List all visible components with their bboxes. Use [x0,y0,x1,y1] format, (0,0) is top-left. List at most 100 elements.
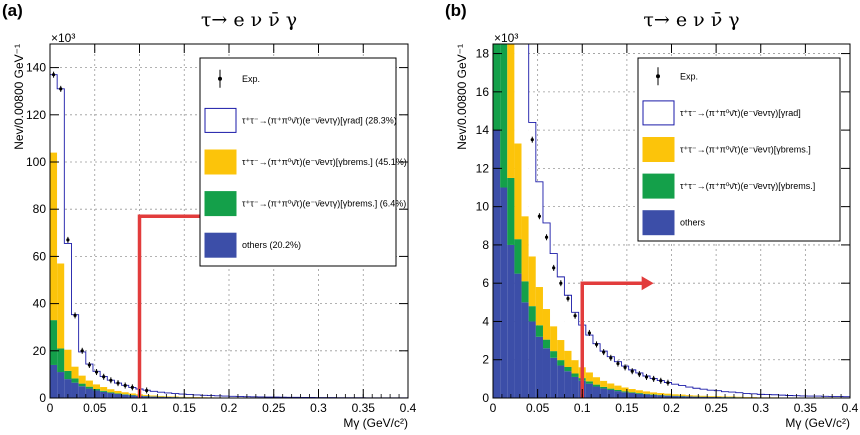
histogram-bar [592,386,601,398]
y-tick-label: 16 [476,85,490,99]
histogram-bar [642,393,651,395]
exp-point [594,341,599,348]
x-axis-label: Mγ (GeV/c²) [343,416,408,430]
histogram-bar [114,383,122,391]
histogram-bar [692,396,701,398]
panel-b: 0 0.05 0.1 0.15 0.2 0.25 0.3 0.35 0.4 0 2 4 6 8 10 12 14… [445,1,859,430]
exp-point [666,379,670,386]
histogram-bar [78,386,86,398]
histogram-bar [507,244,515,398]
legend-label: τ⁺τ⁻→(π⁺π⁰ν̄τ)(e⁻ν̄eντ)[γbrems.] [680,145,811,155]
y-tick-label: 140 [26,61,46,75]
histogram-bar [585,381,593,384]
histogram-bar [514,143,522,240]
histogram-bar [229,396,237,398]
histogram-bar [100,387,108,391]
histogram-bar [557,276,565,341]
histogram-bar [493,44,501,131]
histogram-bar [500,187,508,398]
histogram-bar [571,360,579,374]
y-tick-label: 8 [482,238,489,252]
histogram-bar [714,396,722,397]
histogram-bar [514,44,522,144]
y-multiplier: ×10³ [51,31,75,45]
histogram-bar [114,390,122,394]
histogram-bar [550,357,558,398]
x-tick-label: 0.15 [173,401,197,415]
histogram-bar [71,382,79,398]
panel-a: 0 0.05 0.1 0.15 0.2 0.25 0.3 0.35 0.4 0 20 40 60 80 10… [2,1,417,430]
x-tick-label: 0.2 [221,401,238,415]
histogram-bar [107,392,115,394]
histogram-bar [57,348,65,373]
histogram-bar [657,380,665,394]
y-tick-label: 20 [33,344,47,358]
histogram-bar [528,306,536,322]
exp-point [652,375,656,382]
histogram-bar [157,395,165,397]
exp-point [559,280,563,287]
histogram-bar [621,366,629,388]
exp-point [59,85,63,92]
histogram-bar [635,372,643,391]
histogram-bar [571,312,579,361]
x-tick-label: 0.1 [131,401,148,415]
y-tick-label: 0 [482,391,489,405]
histogram-bar [85,388,93,398]
histogram-bar [78,383,86,387]
histogram-bar [193,394,201,398]
x-tick-label: 0.4 [400,401,417,415]
legend-swatch [642,173,675,199]
histogram-bar [571,376,579,398]
histogram-bar [742,393,751,398]
histogram-bar [78,351,86,376]
histogram-bar [600,351,608,381]
histogram-bar [664,393,672,396]
legend-marker-dot [218,76,222,81]
histogram-bar [521,302,529,398]
histogram-bar [614,361,622,386]
legend-marker-dot [656,74,660,79]
x-tick-label: 0 [490,401,497,415]
histogram-bar [64,349,72,371]
histogram-bar [114,393,122,394]
selection-arrow [580,276,654,398]
histogram-bar [92,371,101,385]
histogram-bar [564,295,572,351]
histogram-bar [121,392,129,395]
histogram-bar [657,395,665,398]
histogram-bar [678,385,686,395]
histogram-bar [750,393,758,398]
histogram-bar [100,376,108,388]
histogram-bar [564,350,572,368]
exp-point [530,136,534,143]
exp-point [73,312,77,319]
histogram-bar [600,380,608,387]
arrow-line [137,214,213,398]
x-tick-label: 0.35 [794,401,818,415]
histogram-bar [150,396,158,398]
panel-label: (b) [445,1,467,20]
legend-label: Exp. [680,71,698,81]
histogram-bar [600,386,608,389]
histogram-bar [564,367,572,372]
exp-point [145,387,149,394]
legend-label: τ⁺τ⁻→(π⁺π⁰ν̄τ)(e⁻ν̄eντγ)[γbrems.] [680,181,815,191]
histogram-bar [807,396,815,398]
legend-entry: Exp. [656,67,698,86]
arrow-line [580,281,646,398]
histogram-bar [221,396,229,398]
histogram-bar [107,389,115,393]
histogram-bar [64,243,72,350]
legend-swatch [642,137,675,162]
histogram-bar [671,396,679,398]
histogram-bar [557,340,565,361]
histogram-bar [821,396,829,398]
legend-swatch [642,100,675,126]
histogram-bar [621,387,629,392]
histogram-bar [628,389,636,393]
histogram-bar [100,390,108,392]
histogram-bar [685,387,693,396]
x-tick-label: 0.3 [752,401,769,415]
histogram-bar [71,314,79,367]
